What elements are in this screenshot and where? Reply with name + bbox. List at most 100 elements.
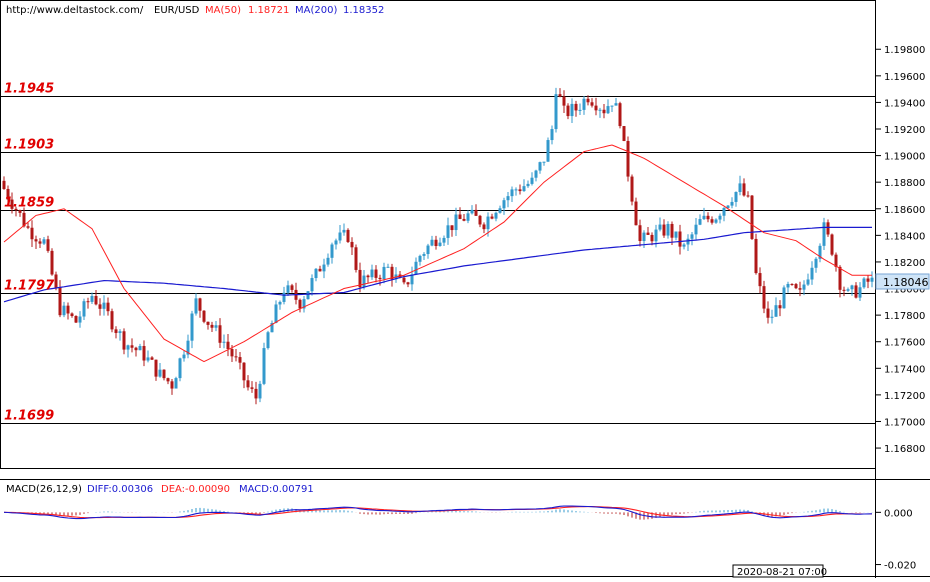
- candle-body: [450, 225, 454, 231]
- candle-body: [22, 212, 26, 227]
- candle-body: [150, 357, 154, 360]
- candle-body: [438, 242, 442, 246]
- candle-body: [838, 266, 842, 290]
- candle-body: [610, 105, 614, 107]
- candle-body: [762, 286, 766, 309]
- candle-body: [694, 224, 698, 235]
- candle-body: [78, 316, 82, 323]
- candle-body: [230, 349, 234, 357]
- candle-body: [738, 183, 742, 192]
- candle-body: [702, 215, 706, 220]
- candle-body: [358, 269, 362, 288]
- candle-body: [630, 176, 634, 202]
- candle-body: [350, 241, 354, 248]
- candle-body: [554, 94, 558, 130]
- candle-body: [274, 304, 278, 323]
- candle-body: [310, 278, 314, 292]
- source-url[interactable]: http://www.deltastock.com/: [6, 5, 144, 16]
- candle-body: [614, 103, 618, 106]
- candle-body: [70, 313, 74, 317]
- candle-body: [798, 288, 802, 290]
- candle-body: [550, 129, 554, 141]
- candle-body: [50, 250, 54, 275]
- candle-body: [54, 274, 58, 288]
- candle-body: [66, 305, 70, 314]
- candle-body: [42, 239, 46, 244]
- candle-body: [638, 225, 642, 241]
- candle-body: [278, 301, 282, 305]
- level-label-1.1797: 1.1797: [4, 279, 55, 294]
- candle-body: [814, 258, 818, 268]
- price-tick-label: 1.18200: [884, 258, 925, 269]
- candle-body: [826, 222, 830, 235]
- candle-body: [862, 278, 866, 288]
- candle-body: [370, 269, 374, 278]
- candle-body: [270, 322, 274, 333]
- candle-body: [242, 362, 246, 381]
- candle-body: [654, 229, 658, 242]
- candle-body: [710, 219, 714, 223]
- candle-body: [18, 210, 22, 213]
- candle-body: [794, 284, 798, 289]
- macd-title: MACD(26,12,9): [6, 484, 82, 495]
- candle-body: [834, 254, 838, 267]
- candle-body: [786, 283, 790, 288]
- candle-body: [2, 180, 6, 189]
- candle-body: [526, 183, 530, 187]
- candle-body: [62, 305, 66, 316]
- candle-body: [290, 285, 294, 290]
- ma200-line: [3, 226, 872, 303]
- candle-body: [510, 189, 514, 197]
- candle-body: [674, 231, 678, 238]
- candle-body: [502, 200, 506, 209]
- candle-body: [506, 196, 510, 201]
- candle-body: [678, 231, 682, 247]
- candle-body: [406, 282, 410, 285]
- candle-body: [690, 234, 694, 239]
- candle-body: [378, 277, 382, 280]
- candle-body: [846, 289, 850, 291]
- candle-body: [82, 301, 86, 317]
- candle-body: [102, 302, 106, 309]
- candle-body: [10, 199, 14, 209]
- candle-body: [14, 208, 18, 211]
- candle-body: [850, 285, 854, 290]
- price-panel-frame: [0, 0, 876, 469]
- candle-body: [578, 109, 582, 111]
- candle-body: [170, 381, 174, 389]
- candle-body: [114, 329, 118, 333]
- candle-body: [334, 240, 338, 245]
- candle-body: [342, 229, 346, 233]
- candle-body: [682, 244, 686, 247]
- candle-body: [418, 255, 422, 262]
- candle-body: [330, 244, 334, 258]
- candle-body: [870, 277, 874, 282]
- candle-body: [498, 208, 502, 213]
- candle-body: [126, 345, 130, 350]
- macd-tick-label: -0.020: [884, 561, 916, 572]
- candle-body: [606, 106, 610, 114]
- candle-body: [514, 189, 518, 191]
- candle-body: [646, 232, 650, 235]
- candle-body: [38, 241, 42, 244]
- candle-body: [626, 140, 630, 177]
- candle-body: [482, 224, 486, 230]
- candle-body: [158, 369, 162, 377]
- candle-body: [818, 245, 822, 259]
- candle-body: [658, 224, 662, 230]
- candle-body: [802, 284, 806, 290]
- candle-body: [534, 170, 538, 178]
- price-tick-label: 1.17400: [884, 364, 925, 375]
- support-resistance-levels: [0, 96, 875, 424]
- price-tick-label: 1.19800: [884, 45, 925, 56]
- price-tick-label: 1.19200: [884, 125, 925, 136]
- candle-body: [486, 216, 490, 230]
- candle-body: [442, 237, 446, 243]
- candle-body: [246, 380, 250, 388]
- candle-body: [754, 238, 758, 274]
- candle-body: [382, 266, 386, 280]
- price-axis-ticks: 1.19800 1.19600 1.19400 1.19200 1.19000 1.188…: [876, 45, 925, 455]
- candle-body: [266, 332, 270, 349]
